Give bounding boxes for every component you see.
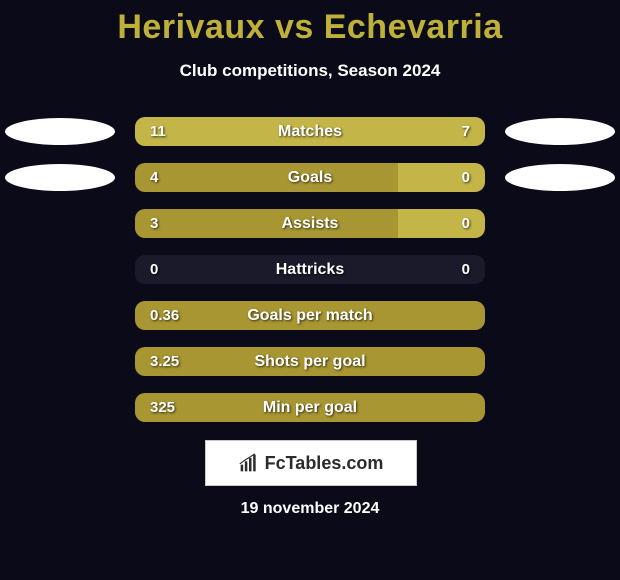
bar-chart-icon: [239, 453, 259, 473]
stat-value-left: 11: [150, 117, 166, 146]
stat-value-right: 0: [462, 209, 470, 238]
bar-fill-left: [135, 301, 485, 330]
player-right-placeholder: [505, 164, 615, 191]
page-title: Herivaux vs Echevarria: [0, 0, 620, 47]
bar-track: [135, 255, 485, 284]
source-logo: FcTables.com: [205, 440, 417, 486]
bar-fill-right: [398, 163, 486, 192]
stat-value-left: 3.25: [150, 347, 179, 376]
stat-value-left: 325: [150, 393, 175, 422]
bar-fill-left: [135, 209, 398, 238]
bar-fill-left: [135, 347, 485, 376]
stat-row: 40Goals: [0, 163, 620, 192]
bar-track: [135, 301, 485, 330]
stat-row: 00Hattricks: [0, 255, 620, 284]
comparison-infographic: Herivaux vs Echevarria Club competitions…: [0, 0, 620, 580]
stat-value-right: 7: [462, 117, 470, 146]
bar-track: [135, 209, 485, 238]
stat-value-left: 3: [150, 209, 158, 238]
player-right-placeholder: [505, 118, 615, 145]
stat-row: 3.25Shots per goal: [0, 347, 620, 376]
bar-fill-right: [398, 209, 486, 238]
bar-track: [135, 163, 485, 192]
stat-value-right: 0: [462, 163, 470, 192]
stat-row: 30Assists: [0, 209, 620, 238]
stat-row: 0.36Goals per match: [0, 301, 620, 330]
date-text: 19 november 2024: [0, 500, 620, 518]
bar-track: [135, 347, 485, 376]
player-left-placeholder: [5, 118, 115, 145]
bar-track: [135, 393, 485, 422]
bar-fill-left: [135, 163, 398, 192]
stat-row: 117Matches: [0, 117, 620, 146]
stat-value-left: 4: [150, 163, 158, 192]
logo-text: FcTables.com: [265, 453, 384, 474]
stat-bars: 117Matches40Goals30Assists00Hattricks0.3…: [0, 117, 620, 422]
stat-value-left: 0.36: [150, 301, 179, 330]
stat-value-right: 0: [462, 255, 470, 284]
subtitle: Club competitions, Season 2024: [0, 61, 620, 81]
player-left-placeholder: [5, 164, 115, 191]
bar-track: [135, 117, 485, 146]
bar-fill-left: [135, 117, 349, 146]
bar-fill-left: [135, 393, 485, 422]
stat-row: 325Min per goal: [0, 393, 620, 422]
stat-value-left: 0: [150, 255, 158, 284]
